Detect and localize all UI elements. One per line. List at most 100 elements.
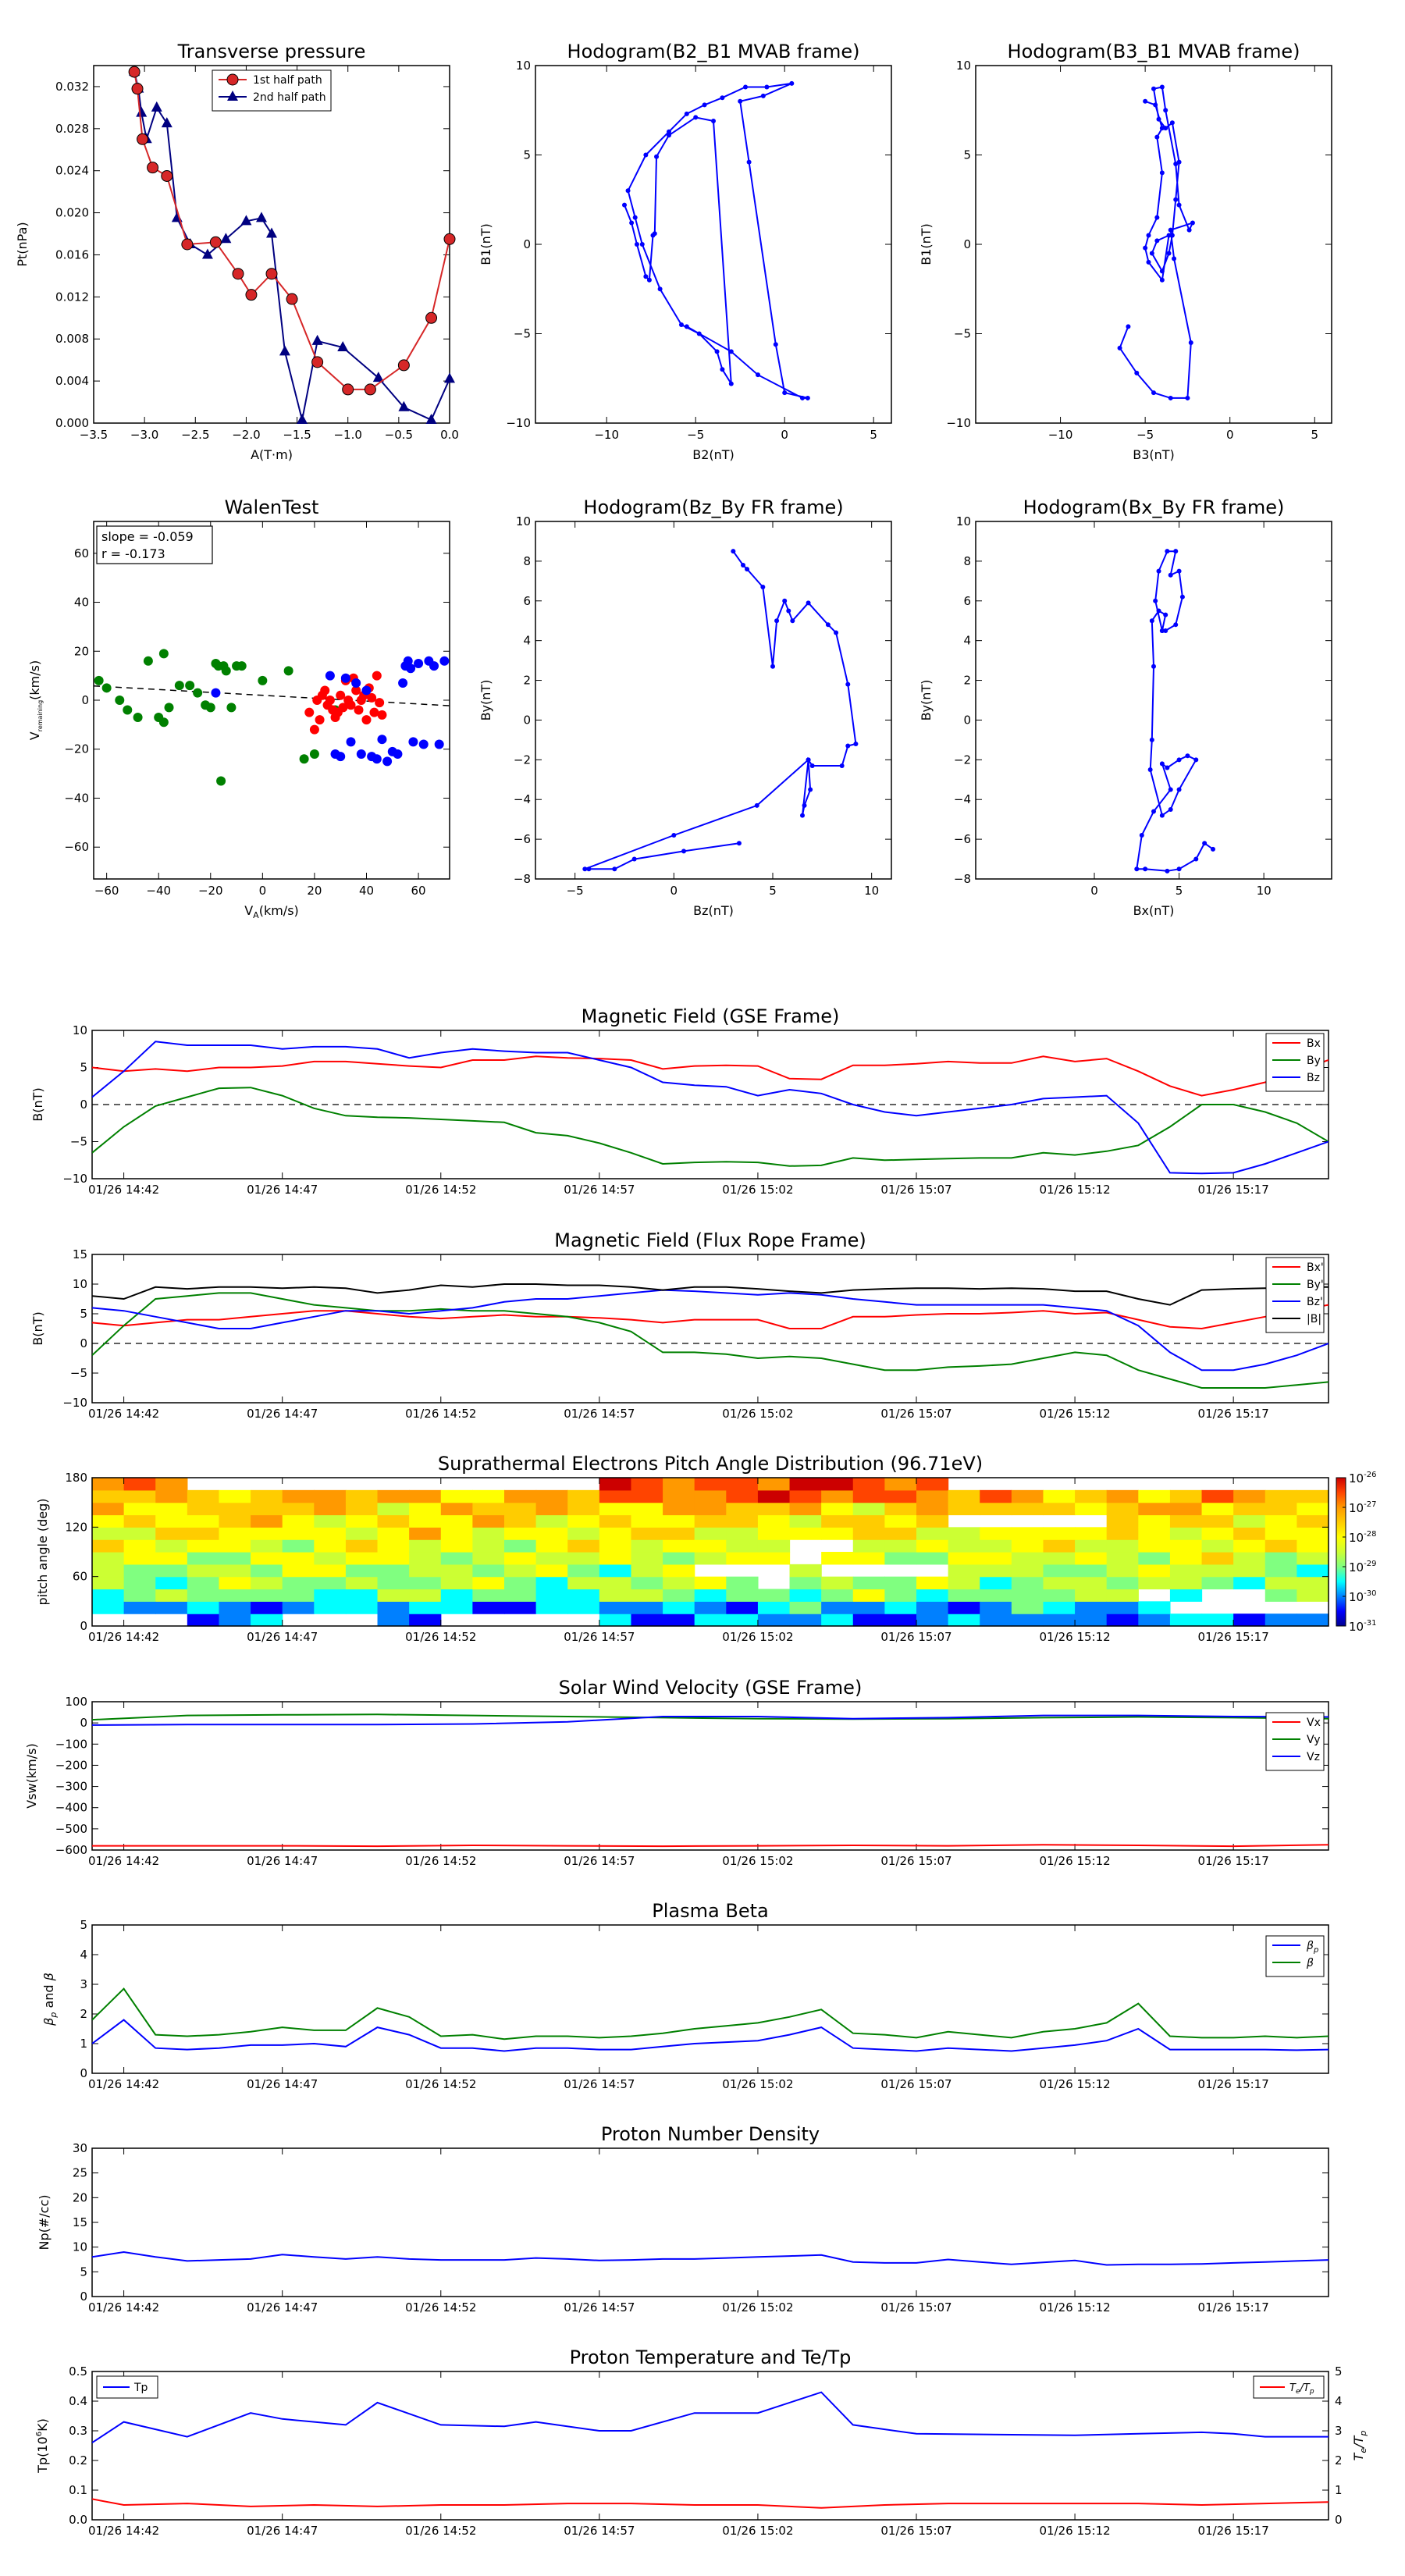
data-point xyxy=(1166,251,1172,256)
heatmap-cell xyxy=(219,1564,251,1578)
y-tick-label: 120 xyxy=(65,1520,87,1534)
heatmap-cell xyxy=(663,1601,695,1614)
annotation-r: r = -0.173 xyxy=(101,546,165,561)
y-tick-label: 4 xyxy=(80,1948,87,1962)
circle-marker xyxy=(265,268,278,280)
heatmap-cell xyxy=(440,1502,473,1516)
heatmap-cell xyxy=(631,1527,663,1540)
y-tick-label: 0 xyxy=(963,237,971,251)
y-tick-label: −5 xyxy=(954,327,971,341)
heatmap-cell xyxy=(1011,1576,1044,1590)
heatmap-cell xyxy=(409,1576,442,1590)
heatmap-cell xyxy=(251,1589,283,1602)
heatmap-cell xyxy=(1043,1601,1076,1614)
data-point xyxy=(1176,568,1182,574)
heatmap-cell xyxy=(884,1514,917,1528)
chart-title: Hodogram(Bz_By FR frame) xyxy=(583,496,843,518)
heatmap-cell xyxy=(1106,1589,1139,1602)
legend-label: By xyxy=(1307,1055,1321,1067)
heatmap-cell xyxy=(472,1502,505,1516)
heatmap-cell xyxy=(504,1552,537,1565)
heatmap-cell xyxy=(1075,1552,1108,1565)
heatmap-cell xyxy=(377,1502,410,1516)
heatmap-cell xyxy=(916,1478,949,1491)
heatmap-cell xyxy=(789,1589,822,1602)
heatmap-cell xyxy=(1169,1576,1203,1590)
x-tick-label: 01/26 14:47 xyxy=(247,1630,318,1644)
data-point xyxy=(1147,767,1153,773)
data-point xyxy=(808,787,813,792)
heatmap-cell xyxy=(663,1514,695,1528)
heatmap-cell xyxy=(251,1489,283,1503)
y-axis-label: B(nT) xyxy=(30,1087,45,1121)
series-line-0 xyxy=(92,2250,1329,2266)
heatmap-cell xyxy=(1106,1552,1139,1565)
heatmap-cell xyxy=(1297,1589,1329,1602)
heatmap-cell xyxy=(663,1527,695,1540)
data-point xyxy=(1176,866,1182,872)
data-point xyxy=(1176,757,1182,763)
heatmap-cell xyxy=(980,1502,1012,1516)
heatmap-cell xyxy=(314,1589,347,1602)
x-tick-label: 0 xyxy=(781,428,788,442)
heatmap-cell xyxy=(726,1539,759,1553)
series-line-Bz' xyxy=(92,1289,1329,1372)
triangle-marker xyxy=(337,341,349,352)
y2-tick-label: 0 xyxy=(1335,2513,1343,2527)
data-point xyxy=(634,242,639,247)
x-tick-label: 20 xyxy=(307,884,322,898)
heatmap-cell xyxy=(916,1489,949,1503)
data-point xyxy=(1146,233,1151,238)
heatmap-cell xyxy=(694,1478,727,1491)
heatmap-cell xyxy=(1169,1589,1203,1602)
data-point xyxy=(1169,233,1175,238)
data-point xyxy=(1143,866,1148,872)
x-axis-label: VA(km/s) xyxy=(244,903,299,920)
scatter-point xyxy=(158,649,169,659)
data-point xyxy=(622,202,627,208)
heatmap-cell xyxy=(948,1576,980,1590)
legend-label: 2nd half path xyxy=(253,91,326,104)
data-point xyxy=(720,95,725,101)
heatmap-cell xyxy=(631,1552,663,1565)
scatter-point xyxy=(414,658,424,668)
scatter-point xyxy=(377,710,387,720)
y-tick-label: 25 xyxy=(73,2166,87,2180)
heatmap-cell xyxy=(251,1601,283,1614)
legend-label: Bz' xyxy=(1307,1296,1323,1308)
data-point xyxy=(1117,345,1122,350)
scatter-point xyxy=(325,696,335,705)
heatmap-cell xyxy=(219,1527,251,1540)
circle-marker xyxy=(181,238,194,251)
y-tick-label: 0 xyxy=(523,237,531,251)
heatmap-cell xyxy=(757,1539,791,1553)
heatmap-cell xyxy=(694,1614,727,1627)
scatter-point xyxy=(221,666,231,676)
heatmap-cell xyxy=(314,1552,347,1565)
heatmap-cell xyxy=(1297,1614,1329,1627)
legend-label: β xyxy=(1306,1957,1314,1969)
data-point xyxy=(1165,549,1170,554)
y-tick-label: 30 xyxy=(73,2141,87,2155)
scatter-point xyxy=(372,671,382,681)
heatmap-cell xyxy=(409,1514,442,1528)
heatmap-cell xyxy=(1043,1502,1076,1516)
heatmap-cell xyxy=(219,1614,251,1627)
heatmap-cell xyxy=(599,1489,632,1503)
data-point xyxy=(764,84,770,90)
scatter-point xyxy=(336,690,346,700)
heatmap-cell xyxy=(1201,1514,1234,1528)
heatmap-cell xyxy=(92,1552,125,1565)
heatmap-cell xyxy=(345,1589,379,1602)
x-tick-label: 01/26 14:57 xyxy=(564,2077,635,2091)
y-tick-label: 2 xyxy=(80,2007,87,2021)
heatmap-cell xyxy=(1075,1527,1108,1540)
heatmap-cell xyxy=(821,1478,854,1491)
y-tick-label: −10 xyxy=(62,1396,87,1410)
scatter-point xyxy=(185,681,195,691)
heatmap-cell xyxy=(187,1601,220,1614)
heatmap-cell xyxy=(440,1514,473,1528)
colorbar xyxy=(1336,1477,1346,1627)
heatmap-cell xyxy=(599,1601,632,1614)
plot-frame xyxy=(91,1701,1329,1851)
